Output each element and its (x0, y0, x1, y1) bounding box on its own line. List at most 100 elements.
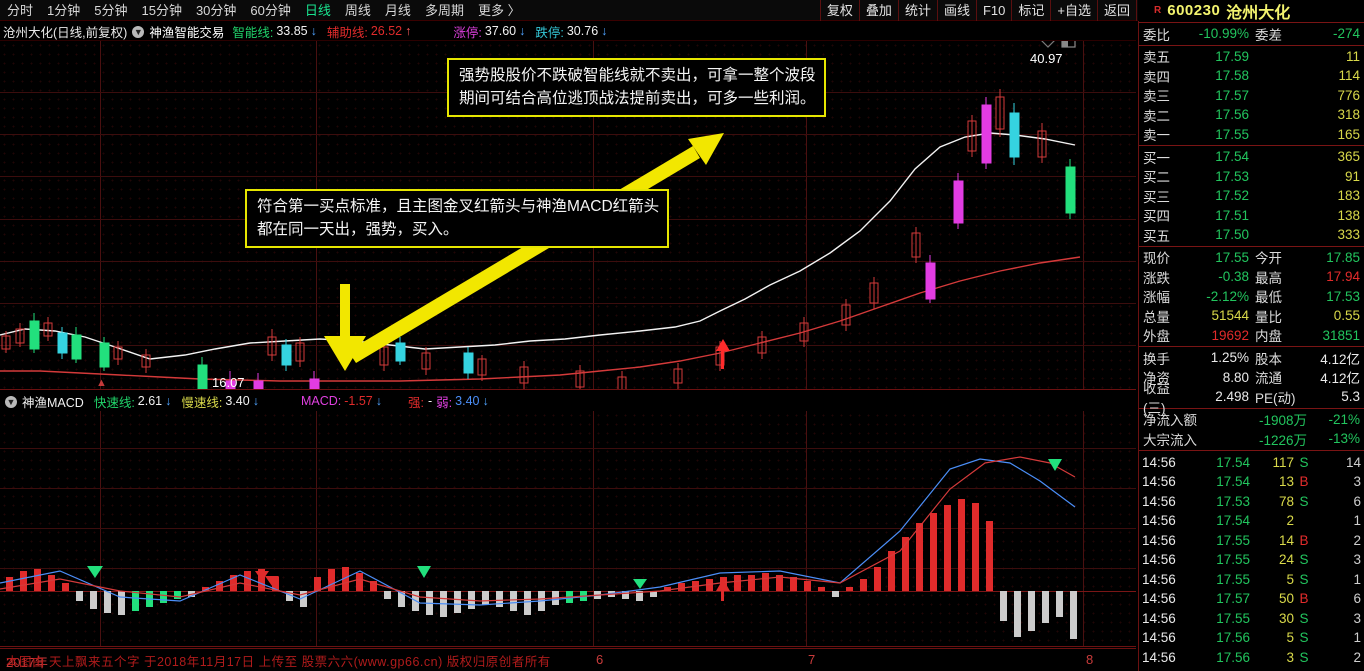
trade-row[interactable]: 14:56 17.54 117 S 14 (1139, 453, 1364, 473)
period-4[interactable]: 30分钟 (195, 2, 237, 18)
period-1[interactable]: 1分钟 (47, 2, 81, 18)
price-chart[interactable]: S ▲ 强势股股价不跌破智能线就不卖出，可拿一整个波段 期间可结合高位逃顶战法提… (0, 40, 1136, 390)
slow-line-value: 3.40 (225, 394, 250, 408)
toolbar-button-6[interactable]: +自选 (1050, 0, 1098, 21)
period-9[interactable]: 多周期 (424, 2, 464, 18)
buy-rule-note-line1: 符合第一买点标准，且主图金叉红箭头与神渔MACD红箭头 (257, 198, 660, 215)
x-label-3: 8 (1086, 652, 1094, 667)
limit-down-value: 30.76 (566, 24, 599, 38)
chart-corner-icons[interactable] (1040, 40, 1080, 49)
ask-row[interactable]: 卖二 17.56 318 (1139, 105, 1364, 125)
stat-label: 总量 (1143, 309, 1170, 325)
bid-price: 17.50 (1215, 227, 1249, 243)
bid-row[interactable]: 买二 17.53 91 (1139, 167, 1364, 187)
trade-row[interactable]: 14:56 17.55 14 B 2 (1139, 531, 1364, 551)
chevron-down-icon[interactable]: ▼ (132, 26, 145, 38)
trade-price: 17.56 (1188, 669, 1250, 671)
ask-price: 17.58 (1215, 68, 1249, 84)
toolbar-button-2[interactable]: 统计 (897, 0, 938, 21)
quote-stats: 现价 17.55 今开 17.85 涨跌 -0.38 最高 17.94 涨幅 -2.12% 最低 17… (1139, 248, 1364, 346)
trade-ticker[interactable]: 14:56 17.54 117 S 14 14:56 17.54 13 B 3 14:56 17.53… (1139, 453, 1364, 671)
bid-book[interactable]: 买一 17.54 365 买二 17.53 91 买三 17.52 183 买四 17.51 138 买… (1139, 147, 1364, 245)
period-10[interactable]: 更多 〉 (477, 2, 521, 18)
trade-row[interactable]: 14:56 17.56 5 S 1 (1139, 628, 1364, 648)
bid-level: 买四 (1143, 209, 1170, 225)
toolbar-button-7[interactable]: 返回 (1096, 0, 1137, 21)
toolbar-button-3[interactable]: 画线 (936, 0, 977, 21)
buy-rule-note-line2: 都在同一天出，强势，买入。 (257, 221, 459, 238)
bid-price: 17.51 (1215, 207, 1249, 223)
ask-price: 17.57 (1215, 87, 1249, 103)
toolbar-button-1[interactable]: 叠加 (858, 0, 899, 21)
trade-qty: 5 (1286, 630, 1294, 646)
smart-line-arrow: ↓ (310, 24, 317, 38)
period-6[interactable]: 日线 (304, 2, 331, 18)
period-8[interactable]: 月线 (384, 2, 411, 18)
period-2[interactable]: 5分钟 (94, 2, 128, 18)
trade-price: 17.55 (1216, 571, 1250, 587)
toolbar-button-5[interactable]: 标记 (1011, 0, 1052, 21)
macd-title[interactable]: 神渔MACD (22, 395, 84, 410)
sell-rule-note-line2: 期间可结合高位逃顶战法提前卖出，可多一些利润。 (459, 90, 816, 107)
trade-row[interactable]: 14:56 17.53 78 S 6 (1139, 492, 1364, 512)
period-5[interactable]: 60分钟 (250, 2, 291, 18)
bid-row[interactable]: 买一 17.54 365 (1139, 147, 1364, 167)
trade-price: 17.57 (1216, 591, 1250, 607)
bid-volume: 365 (1337, 149, 1360, 165)
trade-count: 3 (1353, 610, 1361, 626)
chevron-down-icon[interactable]: ▼ (5, 396, 17, 408)
fast-line-arrow: ↓ (165, 394, 172, 408)
stat-row: 外盘 19692 内盘 31851 (1139, 326, 1364, 346)
bid-volume: 333 (1337, 227, 1360, 243)
bid-row[interactable]: 买四 17.51 138 (1139, 206, 1364, 226)
ask-row[interactable]: 卖四 17.58 114 (1139, 66, 1364, 86)
stat-value: 17.55 (1215, 249, 1249, 265)
trade-qty: 24 (1278, 552, 1294, 568)
trade-row[interactable]: 14:56 17.55 24 S 3 (1139, 550, 1364, 570)
stat-label2: 量比 (1255, 309, 1282, 325)
period-7[interactable]: 周线 (344, 2, 371, 18)
fundamental-value: 8.80 (1222, 369, 1249, 385)
layout-icon (1061, 41, 1076, 48)
trade-qty: 2 (1286, 513, 1294, 529)
ask-volume: 114 (1338, 68, 1360, 84)
ask-row[interactable]: 卖三 17.57 776 (1139, 86, 1364, 106)
weak-arrow: ↓ (482, 394, 489, 408)
flow-label: 净流入额 (1143, 413, 1197, 429)
bid-row[interactable]: 买三 17.52 183 (1139, 186, 1364, 206)
ask-level: 卖五 (1143, 50, 1170, 66)
toolbar-button-0[interactable]: 复权 (819, 0, 860, 21)
macd-indicator-header: ▼ 神渔MACD 快速线: 2.61 ↓ 慢速线: 3.40 ↓ MACD: -… (0, 392, 1136, 410)
period-0[interactable]: 分时 (7, 2, 34, 18)
weak-label: 弱: (436, 395, 453, 410)
trade-row[interactable]: 14:56 17.56 3 S 2 (1139, 648, 1364, 668)
top-toolbar: 分时 1分钟 5分钟 15分钟 30分钟 60分钟 日线 周线 月线 多周期 更多 〉 复权 叠加 统计… (0, 0, 1364, 22)
trade-row[interactable]: 14:56 17.55 30 S 3 (1139, 609, 1364, 629)
ask-price: 17.55 (1215, 126, 1249, 142)
fundamentals: 换手 1.25% 股本 4.12亿 净资 8.80 流通 4.12亿 收益(三) 2.498 PE(… (1139, 348, 1364, 416)
trade-qty: 3 (1286, 649, 1294, 665)
toolbar-button-4[interactable]: F10 (975, 0, 1013, 21)
trade-qty: 30 (1278, 610, 1294, 626)
fundamental-value: 1.25% (1210, 350, 1249, 366)
ask-row[interactable]: 卖五 17.59 11 (1139, 47, 1364, 67)
trade-row[interactable]: 14:56 17.54 13 B 3 (1139, 472, 1364, 492)
ask-row[interactable]: 卖一 17.55 165 (1139, 125, 1364, 145)
indicator-system-name[interactable]: 神渔智能交易 (149, 25, 225, 40)
trade-time: 14:56 (1142, 630, 1176, 646)
trade-row[interactable]: 14:56 17.54 2 1 (1139, 511, 1364, 531)
trade-row[interactable]: 14:56 17.57 50 B 6 (1139, 589, 1364, 609)
bid-row[interactable]: 买五 17.50 333 (1139, 225, 1364, 245)
trade-time: 14:56 (1142, 552, 1176, 568)
trade-row[interactable]: 14:56 17.55 5 S 1 (1139, 570, 1364, 590)
fundamental-row: 净资 8.80 流通 4.12亿 (1139, 368, 1364, 388)
trade-count: 2 (1353, 649, 1361, 665)
stat-row: 涨幅 -2.12% 最低 17.53 (1139, 287, 1364, 307)
sell-rule-note-line1: 强势股股价不跌破智能线就不卖出，可拿一整个波段 (459, 67, 816, 84)
period-3[interactable]: 15分钟 (141, 2, 182, 18)
ask-book[interactable]: 卖五 17.59 11 卖四 17.58 114 卖三 17.57 776 卖二 17.56 318 卖… (1139, 47, 1364, 145)
peak-price-label: 40.97 (1030, 51, 1063, 66)
trade-row[interactable]: 14:5717.5615S1 (1139, 667, 1364, 671)
flow-label: 大宗流入 (1143, 432, 1197, 448)
macd-chart[interactable] (0, 411, 1136, 647)
